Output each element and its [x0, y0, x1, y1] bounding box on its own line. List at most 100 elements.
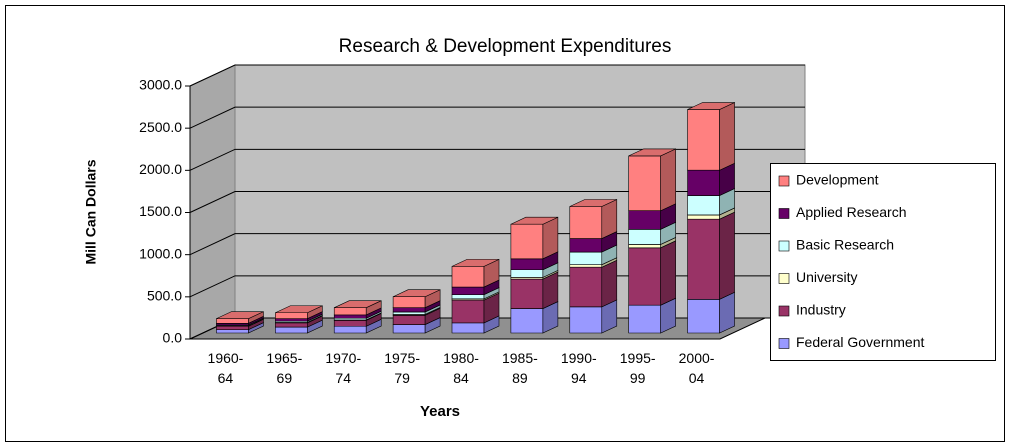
bar-front	[569, 206, 603, 239]
bar	[275, 305, 323, 320]
bar-front	[216, 329, 249, 334]
bar-front	[275, 318, 308, 322]
legend-label: University	[796, 269, 857, 285]
bar-front	[510, 278, 544, 309]
bar-front	[275, 312, 308, 319]
bar	[569, 199, 618, 240]
chart-title: Research & Development Expenditures	[339, 36, 672, 57]
grid-line	[189, 106, 805, 129]
y-tick-label: 3000.0	[139, 77, 182, 93]
bar-front	[628, 210, 661, 230]
bar-side	[719, 211, 735, 300]
bar-front	[687, 169, 720, 196]
bar-front	[451, 286, 485, 295]
bar-front	[687, 214, 720, 220]
y-tick-label: 2500.0	[139, 119, 182, 135]
bar-front	[216, 318, 249, 324]
bar-front	[628, 244, 661, 249]
bar-front	[628, 247, 661, 306]
x-tick-label: 1975-79	[384, 350, 421, 386]
y-tick-label: 500.0	[147, 288, 182, 304]
x-tick-label: 2000-04	[678, 350, 715, 386]
bar	[510, 216, 559, 260]
bar-side	[719, 102, 735, 171]
bar	[333, 300, 382, 316]
bar-front	[275, 326, 308, 334]
grid-line	[189, 64, 805, 87]
x-tick-label: 1960-64	[207, 350, 244, 386]
bar-front	[687, 195, 720, 216]
bar	[628, 148, 676, 212]
bar-front	[687, 218, 720, 300]
bar-front	[392, 307, 426, 313]
bar-front	[451, 322, 485, 334]
legend	[770, 163, 996, 361]
bar	[216, 311, 264, 324]
bar-front	[510, 258, 544, 271]
bar-top	[216, 311, 264, 319]
y-axis-title: Mill Can Dollars	[83, 159, 99, 264]
bar-front	[392, 311, 426, 315]
y-tick-label: 1500.0	[139, 203, 182, 219]
bar-side	[660, 148, 676, 212]
legend-label: Applied Research	[796, 204, 907, 220]
bar-top	[628, 148, 676, 157]
bar-top	[510, 216, 559, 225]
bar-front	[333, 320, 367, 327]
legend-swatch	[778, 273, 790, 284]
bar	[451, 258, 500, 288]
x-axis-title: Years	[420, 403, 460, 420]
y-tick-label: 2000.0	[139, 161, 182, 177]
bar-front	[628, 304, 661, 334]
bar-top	[334, 300, 382, 309]
bar-front	[510, 223, 544, 260]
bar	[687, 211, 735, 300]
grid-line	[189, 191, 805, 213]
bar-top	[569, 199, 617, 207]
bar-front	[275, 322, 308, 328]
bar-front	[569, 306, 603, 334]
bar-top	[392, 289, 441, 298]
bar-front	[392, 314, 426, 325]
x-tick-label: 1970-74	[325, 350, 362, 386]
bar-front	[687, 109, 720, 171]
bar-front	[451, 266, 485, 288]
legend-swatch	[778, 338, 790, 349]
bar-front	[569, 238, 603, 253]
bar-front	[451, 294, 485, 300]
bar-front	[687, 298, 720, 334]
legend-swatch	[778, 240, 790, 252]
y-tick-label: 1000.0	[139, 245, 182, 261]
legend-swatch	[778, 175, 790, 187]
bar-front	[569, 266, 603, 308]
bar-front	[333, 325, 367, 334]
x-tick-label: 1985-89	[501, 350, 538, 386]
bar-front	[569, 251, 603, 265]
bar-front	[333, 307, 367, 316]
bar	[628, 240, 676, 306]
legend-label: Industry	[796, 302, 846, 318]
bar-side	[660, 240, 676, 306]
x-tick-label: 1965-69	[266, 350, 303, 386]
bar-front	[216, 325, 249, 330]
bar-side	[601, 259, 618, 308]
bar-top	[687, 102, 735, 110]
legend-label: Basic Research	[796, 237, 894, 253]
bar-front	[451, 299, 485, 324]
bar-front	[392, 296, 426, 309]
y-tick-label: 0.0	[163, 330, 183, 346]
bar-front	[628, 155, 661, 212]
legend-label: Development	[796, 172, 879, 188]
bar-front	[569, 264, 603, 268]
grid-line	[189, 148, 805, 171]
bar-top	[275, 305, 323, 314]
x-tick-label: 1995-99	[619, 350, 656, 386]
bar-top	[451, 259, 500, 267]
bar-front	[628, 228, 661, 245]
legend-swatch	[778, 305, 790, 317]
bar	[687, 102, 735, 171]
bar-front	[510, 308, 544, 334]
bar-front	[333, 314, 367, 319]
